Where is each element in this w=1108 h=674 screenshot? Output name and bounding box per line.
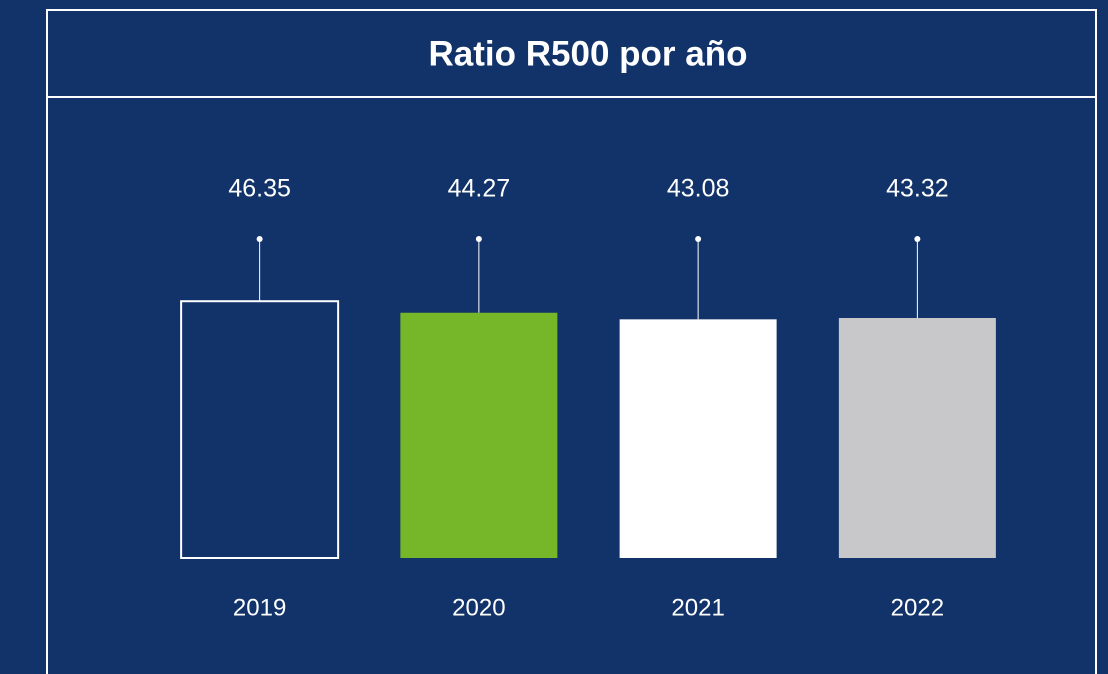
chart-title: Ratio R500 por año [429, 34, 748, 73]
x-tick-label: 2019 [233, 594, 286, 621]
value-label: 46.35 [228, 175, 291, 203]
value-label: 43.08 [667, 175, 730, 203]
bar [619, 319, 777, 558]
leader-dot [475, 236, 482, 242]
leader-dot [256, 236, 263, 242]
value-label: 44.27 [448, 175, 511, 203]
x-tick-label: 2020 [452, 594, 505, 621]
leader-dot [695, 236, 702, 242]
bar [400, 312, 558, 558]
x-tick-label: 2021 [671, 594, 724, 621]
leader-dot [914, 236, 921, 242]
bar [838, 318, 996, 558]
bar [180, 300, 340, 559]
value-label: 43.32 [886, 175, 949, 203]
frame [46, 9, 1097, 674]
x-tick-label: 2022 [891, 594, 944, 621]
